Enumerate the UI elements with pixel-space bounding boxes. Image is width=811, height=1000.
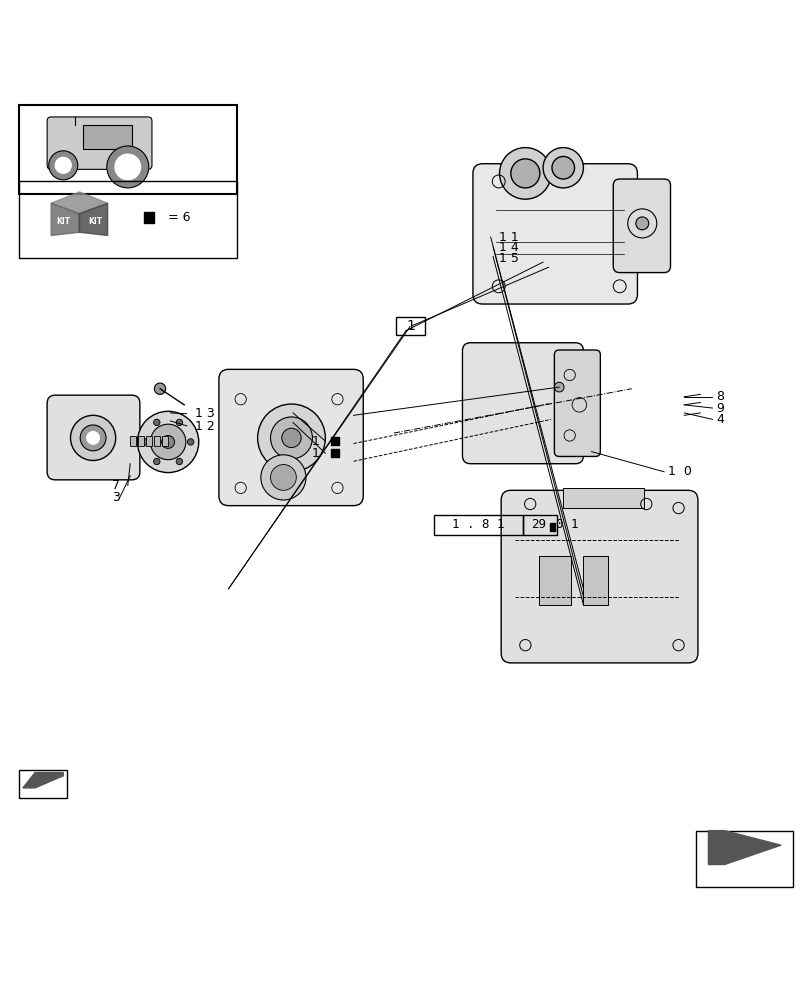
Circle shape <box>161 435 174 448</box>
Text: 7: 7 <box>111 479 119 492</box>
Bar <box>19 105 236 194</box>
Polygon shape <box>51 192 108 214</box>
Circle shape <box>551 156 574 179</box>
FancyBboxPatch shape <box>462 343 582 464</box>
Text: 0 1: 0 1 <box>556 518 577 531</box>
Circle shape <box>257 404 325 472</box>
Bar <box>396 317 425 335</box>
Text: 29: 29 <box>530 518 545 531</box>
Circle shape <box>270 417 312 459</box>
Bar <box>19 181 236 258</box>
Text: 3: 3 <box>111 491 119 504</box>
Circle shape <box>150 424 186 460</box>
Circle shape <box>80 425 106 451</box>
Circle shape <box>114 154 140 180</box>
Text: KIT: KIT <box>88 217 102 226</box>
Circle shape <box>260 455 306 500</box>
Text: 1: 1 <box>311 447 320 460</box>
Bar <box>19 770 67 798</box>
Bar <box>696 831 792 887</box>
Bar <box>154 436 160 446</box>
Circle shape <box>107 146 148 188</box>
Circle shape <box>176 458 182 465</box>
Polygon shape <box>707 831 780 865</box>
Bar <box>138 436 144 446</box>
Circle shape <box>55 157 71 173</box>
Circle shape <box>137 411 199 473</box>
Bar <box>539 556 571 605</box>
Circle shape <box>154 383 165 394</box>
Text: 1  0: 1 0 <box>667 465 691 478</box>
Bar <box>331 449 339 457</box>
FancyBboxPatch shape <box>554 350 599 456</box>
Text: 1 5: 1 5 <box>498 252 518 265</box>
Text: 1 1: 1 1 <box>498 231 518 244</box>
Bar <box>582 556 607 605</box>
Circle shape <box>543 148 582 188</box>
Polygon shape <box>51 203 79 235</box>
Bar <box>130 436 135 446</box>
Text: 1 . 8 1: 1 . 8 1 <box>452 518 504 531</box>
Bar <box>162 436 168 446</box>
FancyBboxPatch shape <box>47 117 152 169</box>
Bar <box>144 212 153 223</box>
Circle shape <box>270 465 296 490</box>
Text: 9: 9 <box>715 402 723 415</box>
Circle shape <box>49 151 78 180</box>
Text: 1 4: 1 4 <box>498 241 518 254</box>
Bar <box>563 488 643 508</box>
Bar <box>331 437 339 445</box>
Text: = 6: = 6 <box>168 211 191 224</box>
Text: KIT: KIT <box>56 217 71 226</box>
FancyBboxPatch shape <box>472 164 637 304</box>
Circle shape <box>187 439 194 445</box>
Circle shape <box>499 148 551 199</box>
Circle shape <box>554 382 564 392</box>
FancyBboxPatch shape <box>47 395 139 480</box>
Circle shape <box>153 419 160 426</box>
Circle shape <box>176 419 182 426</box>
Polygon shape <box>79 203 108 235</box>
Bar <box>522 515 556 535</box>
Circle shape <box>142 439 148 445</box>
Bar <box>434 515 522 535</box>
Text: 1 2: 1 2 <box>195 420 214 433</box>
FancyBboxPatch shape <box>219 369 363 506</box>
Circle shape <box>87 431 100 444</box>
Circle shape <box>635 217 648 230</box>
FancyBboxPatch shape <box>612 179 670 273</box>
Circle shape <box>71 415 115 460</box>
Circle shape <box>510 159 539 188</box>
Circle shape <box>281 428 301 448</box>
Bar <box>146 436 152 446</box>
Text: 1 3: 1 3 <box>195 407 214 420</box>
Text: 8: 8 <box>715 390 723 403</box>
Circle shape <box>153 458 160 465</box>
Bar <box>549 523 555 531</box>
Text: 4: 4 <box>715 413 723 426</box>
Bar <box>84 125 131 149</box>
Polygon shape <box>23 773 63 788</box>
Text: 1: 1 <box>311 435 320 448</box>
Text: 1: 1 <box>406 319 414 333</box>
FancyBboxPatch shape <box>500 490 697 663</box>
